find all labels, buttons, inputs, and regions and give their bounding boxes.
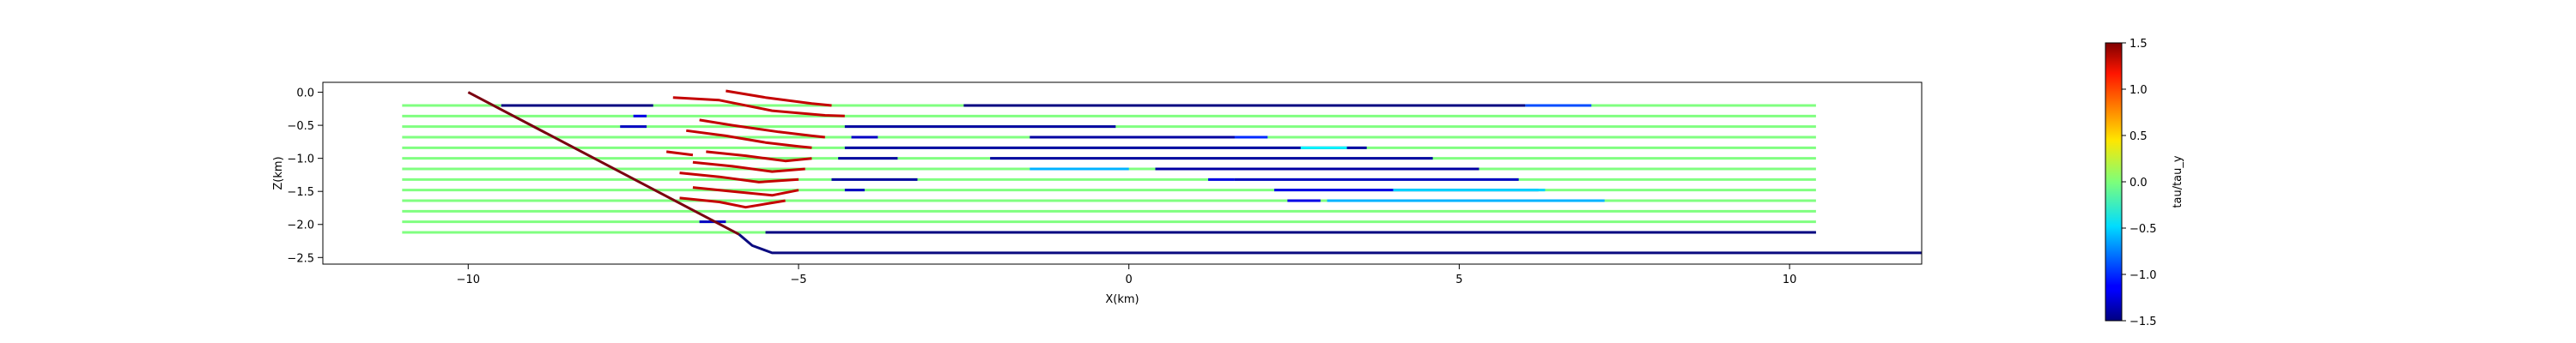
y-tick-label: −0.5 [287,120,314,133]
x-tick-label: −10 [457,274,480,286]
y-tick-label: −1.0 [287,153,314,166]
fold-segment [726,89,832,107]
x-axis-label: X(km) [1105,293,1139,306]
fold-segment [686,129,812,149]
x-tick-label: 5 [1455,274,1462,286]
x-tick-label: 0 [1126,274,1133,286]
fold-segment [706,150,812,163]
decollement-line [738,233,1922,255]
fold-segment [672,96,845,117]
y-axis: 0.0 −0.5 −1.0 −1.5 −2.0 −2.5 [287,87,323,265]
plot-area: −10 −5 0 5 10 0.0−0.5−1.0−1.5−2.0−2.5 X(km) … [272,81,1923,306]
fold-segment [692,160,805,173]
colorbar-tick-label: 1.0 [2129,84,2148,97]
colorbar-tick-label: −1.5 [2129,316,2157,328]
fault-line [467,91,740,236]
y-axis-label: Z(km) [272,156,285,190]
colorbar-tick-label: 1.5 [2129,38,2148,51]
colorbar-label: tau/tau_y [2172,155,2184,208]
fold-segment [679,172,799,184]
y-tick-label: −2.0 [287,220,314,232]
colorbar-ramp [2105,42,2123,322]
y-tick-label: 0.0 [296,87,314,100]
colorbar-tick-label: 0.0 [2129,177,2148,190]
plot-frame [322,81,1923,265]
colorbar-tick-label: −0.5 [2129,223,2157,236]
x-tick-label: −5 [790,274,806,286]
colorbar-tick-label: −1.0 [2129,269,2157,282]
plot-frame-bg [323,82,1922,264]
y-tick-label: −1.5 [287,186,314,199]
colorbar-ticks: 1.5 1.0 0.5 0.0 −0.5 −1.0 −1.5 [2122,38,2157,328]
x-tick-label: 10 [1783,274,1797,286]
x-axis: −10 −5 0 5 10 [457,264,1797,286]
fold-segment [679,196,786,209]
fold-segment [692,186,799,197]
colorbar: 1.5 1.0 0.5 0.0 −0.5 −1.0 −1.5 tau/tau_y [2105,38,2184,328]
colorbar-tick-label: 0.5 [2129,130,2148,143]
fold-segment [665,150,694,157]
y-tick-label: −2.5 [287,252,314,265]
fold-segment [699,118,825,139]
data-layer [402,89,1922,255]
